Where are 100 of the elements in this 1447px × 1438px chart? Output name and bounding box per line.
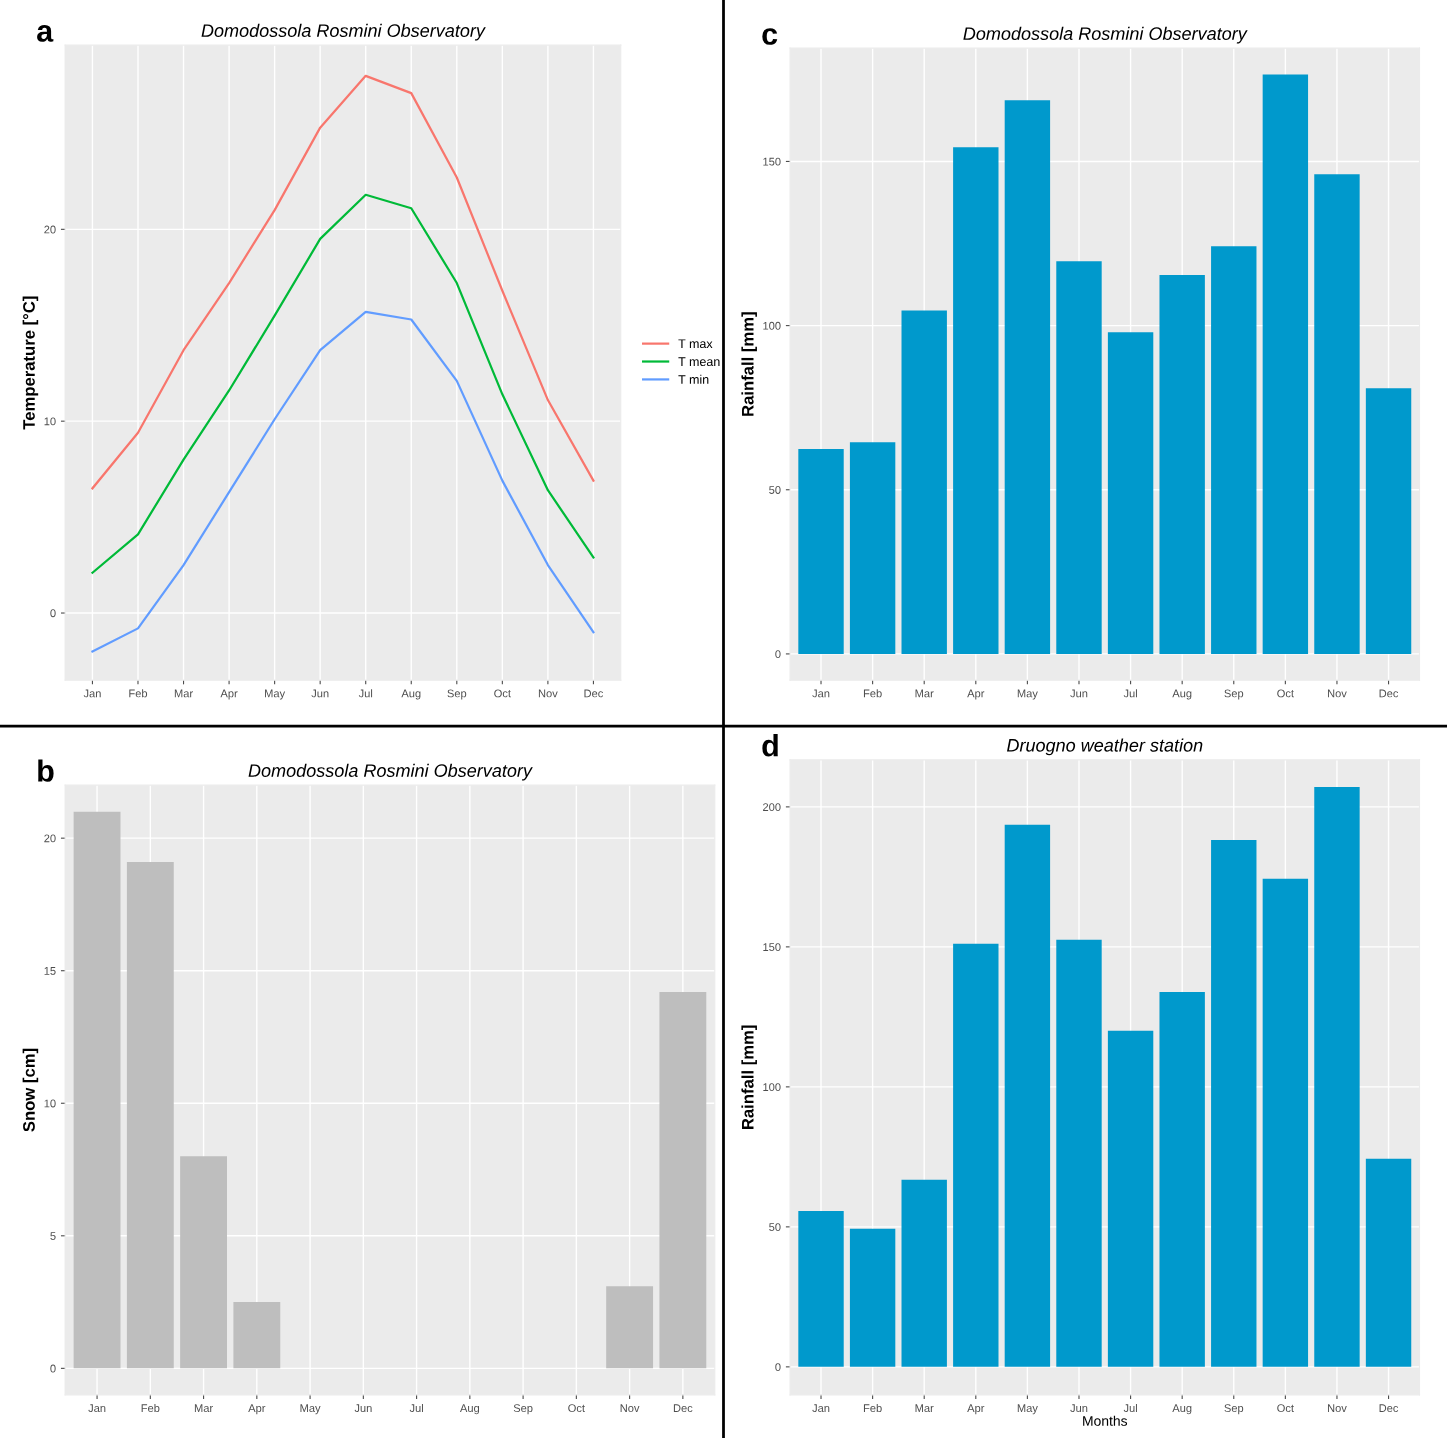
x-tick-label: Jul xyxy=(1123,1403,1137,1413)
x-tick-label: Aug xyxy=(401,689,421,700)
x-tick-label: Apr xyxy=(967,1404,985,1415)
chart-title: Domodossola Rosmini Observatory xyxy=(248,763,533,781)
bar xyxy=(1056,939,1102,1367)
x-tick-label: Jun xyxy=(354,1404,372,1413)
x-tick-label: Jan xyxy=(83,689,101,698)
bar xyxy=(1159,991,1205,1367)
y-tick-label: 0 xyxy=(775,1363,781,1371)
x-tick-label: Feb xyxy=(141,1403,160,1413)
x-tick-label: Jan xyxy=(812,1404,830,1413)
bar xyxy=(606,1286,654,1369)
x-tick-label: Sep xyxy=(1224,689,1244,700)
x-axis-title: Months xyxy=(1083,1415,1128,1426)
x-tick-label: Nov xyxy=(620,1404,640,1413)
x-tick-label: Dec xyxy=(1379,689,1399,698)
x-tick-label: Dec xyxy=(673,1404,693,1413)
line-series xyxy=(91,193,595,574)
x-tick-label: Jul xyxy=(358,689,373,698)
bar xyxy=(1365,388,1412,654)
bar xyxy=(1004,100,1051,654)
y-tick-label: 150 xyxy=(763,943,781,952)
bar xyxy=(1211,839,1257,1367)
bar xyxy=(901,1179,947,1367)
y-axis-title: Rainfall [mm] xyxy=(741,312,757,416)
x-tick-label: Oct xyxy=(1277,689,1294,698)
bar xyxy=(953,943,999,1367)
bar xyxy=(233,1302,281,1369)
x-tick-label: Aug xyxy=(1172,1404,1192,1415)
x-tick-label: Mar xyxy=(915,1404,934,1413)
x-tick-label: Jul xyxy=(1123,689,1137,698)
line-series xyxy=(91,74,595,490)
bar xyxy=(1056,261,1102,654)
y-tick-label: 50 xyxy=(769,1223,781,1231)
x-tick-label: Nov xyxy=(1327,689,1347,698)
bar xyxy=(1211,246,1257,654)
x-tick-label: Feb xyxy=(863,1403,882,1413)
bar xyxy=(126,862,174,1369)
bar xyxy=(1159,275,1205,654)
legend-label: T max xyxy=(678,339,713,349)
bar xyxy=(1314,174,1360,654)
legend-label: T min xyxy=(678,374,709,384)
x-tick-label: Dec xyxy=(1379,1404,1399,1413)
y-axis-title: Temperature [°C] xyxy=(22,296,39,430)
y-tick-label: 5 xyxy=(50,1232,56,1240)
x-tick-label: Oct xyxy=(494,689,511,698)
bar xyxy=(953,147,999,654)
y-tick-label: 10 xyxy=(44,417,56,426)
bar xyxy=(659,991,707,1369)
x-tick-label: Jan xyxy=(812,689,830,698)
y-axis-title: Snow [cm] xyxy=(22,1048,39,1132)
line-series xyxy=(91,310,595,653)
y-axis-title: Rainfall [mm] xyxy=(741,1025,757,1130)
x-tick-label: Apr xyxy=(220,689,238,700)
x-tick-label: Oct xyxy=(568,1404,585,1413)
x-tick-label: Sep xyxy=(447,689,467,700)
x-tick-label: Feb xyxy=(129,689,148,698)
x-tick-label: May xyxy=(1017,1404,1038,1415)
text: d xyxy=(762,734,778,757)
y-tick-label: 15 xyxy=(44,967,56,975)
x-tick-label: Apr xyxy=(967,689,985,700)
x-tick-label: Jun xyxy=(311,689,329,698)
text: a xyxy=(37,25,54,42)
text: b xyxy=(38,759,54,782)
x-tick-label: Feb xyxy=(863,689,882,698)
bar xyxy=(798,1210,844,1367)
bar xyxy=(798,449,844,654)
x-tick-label: Jan xyxy=(88,1404,106,1413)
bar xyxy=(849,442,896,654)
bar xyxy=(180,1156,228,1369)
bar xyxy=(73,811,121,1369)
bar xyxy=(1262,74,1309,654)
x-tick-label: Sep xyxy=(1224,1404,1244,1415)
bar xyxy=(1314,787,1360,1367)
y-tick-label: 20 xyxy=(44,225,56,234)
bar xyxy=(1365,1158,1412,1367)
x-tick-label: Mar xyxy=(194,1404,213,1413)
y-tick-label: 0 xyxy=(50,1364,56,1373)
chart-title: Domodossola Rosmini Observatory xyxy=(201,23,486,41)
x-tick-label: Aug xyxy=(1172,689,1192,700)
bar xyxy=(1004,824,1051,1367)
x-tick-label: Mar xyxy=(915,689,934,698)
chart-title: Druogno weather station xyxy=(1006,738,1203,756)
bar xyxy=(1262,878,1309,1367)
y-tick-label: 10 xyxy=(44,1099,56,1108)
legend-label: T mean xyxy=(678,357,720,367)
x-tick-label: May xyxy=(1017,689,1038,700)
x-tick-label: Nov xyxy=(538,689,558,698)
y-tick-label: 100 xyxy=(763,321,781,330)
x-tick-label: Oct xyxy=(1277,1404,1294,1413)
y-tick-label: 20 xyxy=(44,834,56,843)
x-tick-label: May xyxy=(265,689,286,700)
y-tick-label: 0 xyxy=(50,609,56,618)
y-tick-label: 200 xyxy=(763,803,781,812)
x-tick-label: May xyxy=(300,1404,321,1415)
chart-title: Domodossola Rosmini Observatory xyxy=(963,26,1248,44)
x-tick-label: Dec xyxy=(584,689,604,698)
bar xyxy=(1107,1030,1154,1367)
y-tick-label: 150 xyxy=(763,157,781,166)
y-tick-label: 100 xyxy=(763,1083,781,1091)
